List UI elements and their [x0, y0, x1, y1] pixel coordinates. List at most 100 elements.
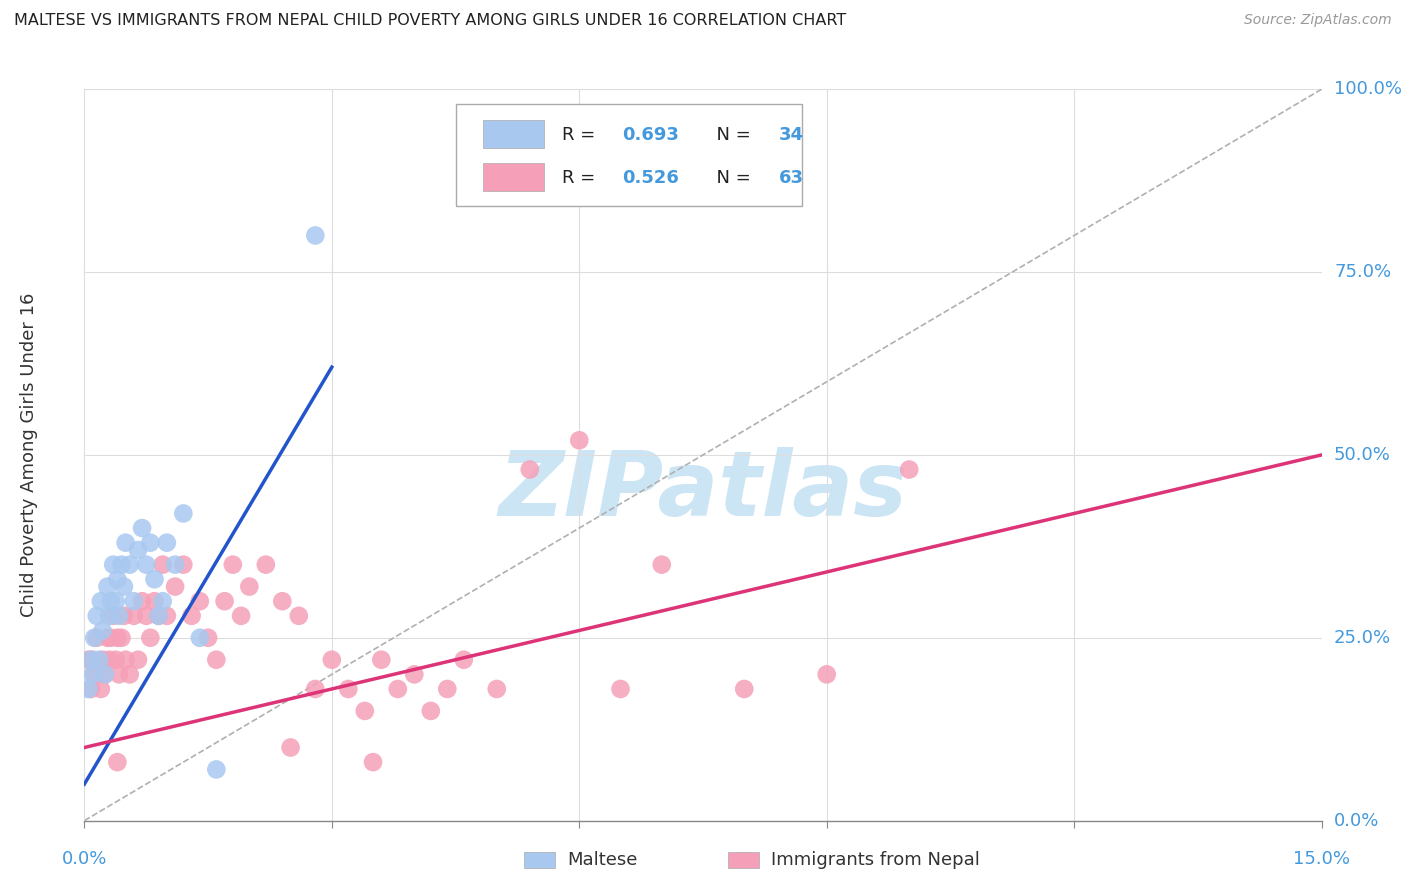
Point	[105, 572, 128, 586]
Point	[86, 631, 108, 645]
Point	[118, 667, 141, 681]
Point	[205, 763, 228, 777]
Text: 63: 63	[779, 169, 804, 186]
Point	[214, 594, 236, 608]
Point	[100, 594, 122, 608]
Point	[96, 580, 118, 594]
Text: 100.0%: 100.0%	[1334, 80, 1402, 98]
Point	[103, 558, 125, 572]
Point	[135, 558, 157, 572]
Point	[485, 681, 508, 696]
Point	[89, 667, 111, 681]
Point	[337, 681, 360, 696]
Point	[651, 558, 673, 572]
Point	[105, 631, 128, 645]
Text: N =: N =	[704, 126, 756, 144]
Point	[131, 521, 153, 535]
Point	[188, 594, 211, 608]
Point	[91, 624, 114, 638]
Text: R =: R =	[562, 169, 602, 186]
Point	[156, 608, 179, 623]
Text: 25.0%: 25.0%	[1334, 629, 1391, 647]
Point	[77, 653, 100, 667]
Point	[280, 740, 302, 755]
Point	[110, 558, 132, 572]
Point	[127, 543, 149, 558]
Point	[110, 631, 132, 645]
Point	[143, 572, 166, 586]
Point	[288, 608, 311, 623]
FancyBboxPatch shape	[482, 163, 544, 191]
Point	[205, 653, 228, 667]
Point	[156, 535, 179, 549]
Text: Source: ZipAtlas.com: Source: ZipAtlas.com	[1244, 13, 1392, 28]
FancyBboxPatch shape	[456, 103, 801, 206]
Point	[609, 681, 631, 696]
Point	[103, 608, 125, 623]
Text: Child Poverty Among Girls Under 16: Child Poverty Among Girls Under 16	[20, 293, 38, 617]
Point	[86, 608, 108, 623]
Text: 0.693: 0.693	[621, 126, 679, 144]
Point	[94, 667, 117, 681]
Point	[172, 507, 194, 521]
Point	[90, 681, 112, 696]
FancyBboxPatch shape	[728, 852, 759, 868]
Point	[165, 558, 187, 572]
Point	[197, 631, 219, 645]
Point	[222, 558, 245, 572]
Text: N =: N =	[704, 169, 756, 186]
Point	[419, 704, 441, 718]
Text: 0.526: 0.526	[621, 169, 679, 186]
Point	[148, 608, 170, 623]
Text: 34: 34	[779, 126, 804, 144]
Text: 75.0%: 75.0%	[1334, 263, 1391, 281]
Point	[98, 608, 121, 623]
Point	[387, 681, 409, 696]
Point	[80, 653, 103, 667]
Text: 15.0%: 15.0%	[1294, 850, 1350, 868]
Point	[238, 580, 260, 594]
Point	[108, 667, 131, 681]
Point	[89, 653, 111, 667]
Point	[105, 755, 128, 769]
Point	[404, 667, 426, 681]
Point	[104, 653, 127, 667]
Point	[114, 535, 136, 549]
Point	[118, 558, 141, 572]
Point	[80, 681, 103, 696]
Text: 0.0%: 0.0%	[1334, 812, 1379, 830]
Point	[122, 608, 145, 623]
Point	[353, 704, 375, 718]
Point	[131, 594, 153, 608]
Point	[122, 594, 145, 608]
Point	[321, 653, 343, 667]
Point	[188, 631, 211, 645]
Point	[90, 594, 112, 608]
Point	[83, 631, 105, 645]
Point	[436, 681, 458, 696]
Point	[815, 667, 838, 681]
Point	[304, 228, 326, 243]
Point	[83, 667, 105, 681]
Text: Maltese: Maltese	[567, 851, 637, 869]
Point	[100, 631, 122, 645]
Point	[112, 608, 135, 623]
Point	[77, 681, 100, 696]
Point	[304, 681, 326, 696]
Point	[91, 653, 114, 667]
Point	[361, 755, 384, 769]
Point	[112, 580, 135, 594]
Point	[254, 558, 277, 572]
Text: ZIPatlas: ZIPatlas	[499, 448, 907, 535]
Point	[152, 594, 174, 608]
Point	[152, 558, 174, 572]
Text: Immigrants from Nepal: Immigrants from Nepal	[770, 851, 980, 869]
Text: R =: R =	[562, 126, 602, 144]
Point	[519, 462, 541, 476]
Point	[114, 653, 136, 667]
Point	[898, 462, 921, 476]
Point	[135, 608, 157, 623]
Point	[94, 667, 117, 681]
Text: 50.0%: 50.0%	[1334, 446, 1391, 464]
Point	[733, 681, 755, 696]
